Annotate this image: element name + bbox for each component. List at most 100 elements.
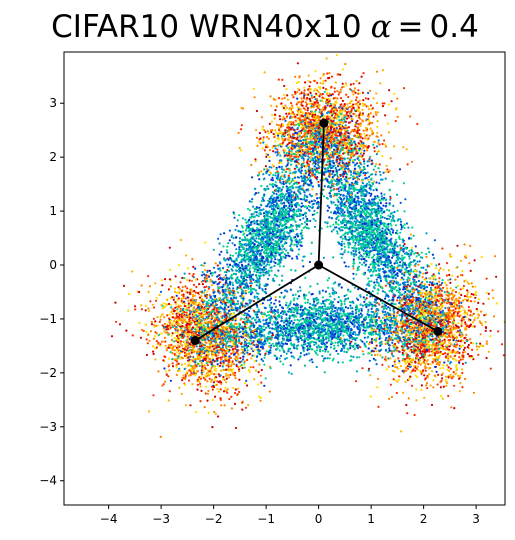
scatter-point (231, 370, 234, 373)
scatter-point (391, 231, 394, 234)
scatter-point (259, 399, 262, 402)
scatter-point (377, 141, 380, 144)
scatter-point (144, 304, 148, 307)
scatter-point (220, 404, 223, 407)
scatter-point (401, 254, 404, 257)
scatter-point (372, 180, 375, 183)
scatter-point (463, 351, 467, 354)
scatter-point (367, 347, 370, 350)
scatter-point (266, 299, 269, 302)
scatter-point (315, 331, 318, 334)
scatter-point (389, 357, 392, 360)
scatter-point (228, 293, 232, 296)
scatter-point (379, 354, 382, 357)
scatter-point (330, 202, 333, 205)
scatter-point (264, 307, 267, 310)
scatter-point (240, 124, 243, 127)
scatter-point (379, 279, 382, 283)
scatter-point (164, 344, 167, 347)
scatter-point (202, 303, 205, 306)
scatter-point (255, 136, 259, 139)
scatter-point (271, 163, 274, 166)
scatter-point (230, 268, 233, 271)
scatter-point (315, 177, 318, 180)
scatter-point (363, 247, 366, 250)
scatter-point (492, 296, 495, 300)
scatter-point (352, 265, 355, 268)
scatter-point (450, 377, 453, 380)
scatter-point (288, 235, 291, 238)
scatter-point (401, 319, 404, 322)
scatter-point (453, 334, 456, 337)
scatter-point (320, 346, 323, 349)
scatter-point (466, 313, 469, 316)
scatter-point (345, 117, 349, 120)
scatter-point (394, 277, 397, 280)
scatter-point (279, 360, 282, 363)
scatter-point (358, 82, 361, 85)
scatter-point (186, 287, 189, 290)
scatter-point (165, 373, 168, 376)
scatter-point (312, 159, 315, 162)
scatter-point (352, 258, 355, 261)
scatter-point (458, 304, 461, 308)
scatter-point (457, 374, 460, 377)
scatter-point (399, 220, 403, 223)
scatter-point (313, 175, 316, 178)
scatter-point (479, 333, 482, 336)
scatter-point (366, 182, 369, 185)
scatter-point (343, 109, 346, 112)
scatter-point (402, 244, 405, 248)
scatter-point (469, 310, 473, 313)
scatter-point (186, 267, 189, 270)
scatter-point (326, 221, 329, 224)
scatter-point (280, 291, 283, 294)
scatter-point (313, 95, 316, 99)
scatter-point (399, 218, 402, 221)
scatter-point (363, 261, 366, 264)
scatter-point (228, 292, 232, 295)
scatter-point (381, 363, 384, 366)
scatter-point (387, 131, 390, 134)
scatter-point (248, 267, 251, 270)
scatter-point (460, 322, 463, 325)
scatter-point (389, 215, 392, 218)
scatter-point (387, 122, 390, 125)
scatter-point (373, 328, 376, 331)
scatter-point (221, 302, 224, 305)
scatter-point (262, 138, 265, 141)
scatter-point (350, 355, 353, 358)
scatter-point (412, 234, 415, 237)
scatter-point (440, 325, 443, 328)
scatter-point (246, 384, 249, 387)
scatter-point (361, 263, 364, 266)
scatter-point (221, 346, 224, 349)
scatter-point (279, 330, 282, 333)
scatter-point (291, 104, 294, 107)
scatter-point (402, 182, 405, 185)
scatter-point (284, 119, 287, 122)
scatter-point (474, 285, 477, 288)
scatter-point (470, 282, 473, 285)
scatter-point (353, 262, 356, 265)
scatter-point (365, 249, 368, 252)
scatter-point (347, 348, 350, 351)
scatter-point (319, 77, 322, 80)
scatter-point (255, 276, 259, 279)
scatter-point (415, 367, 418, 370)
scatter-point (200, 274, 204, 277)
scatter-point (218, 267, 221, 270)
scatter-point (361, 350, 364, 353)
scatter-point (234, 391, 237, 395)
scatter-point (398, 361, 401, 364)
scatter-point (232, 312, 235, 316)
scatter-point (371, 327, 374, 330)
scatter-point (443, 361, 446, 364)
scatter-point (326, 225, 329, 228)
scatter-point (283, 194, 286, 198)
scatter-point (346, 103, 349, 106)
scatter-point (268, 149, 272, 152)
scatter-point (424, 268, 428, 271)
scatter-point (466, 293, 469, 296)
scatter-point (398, 168, 402, 171)
